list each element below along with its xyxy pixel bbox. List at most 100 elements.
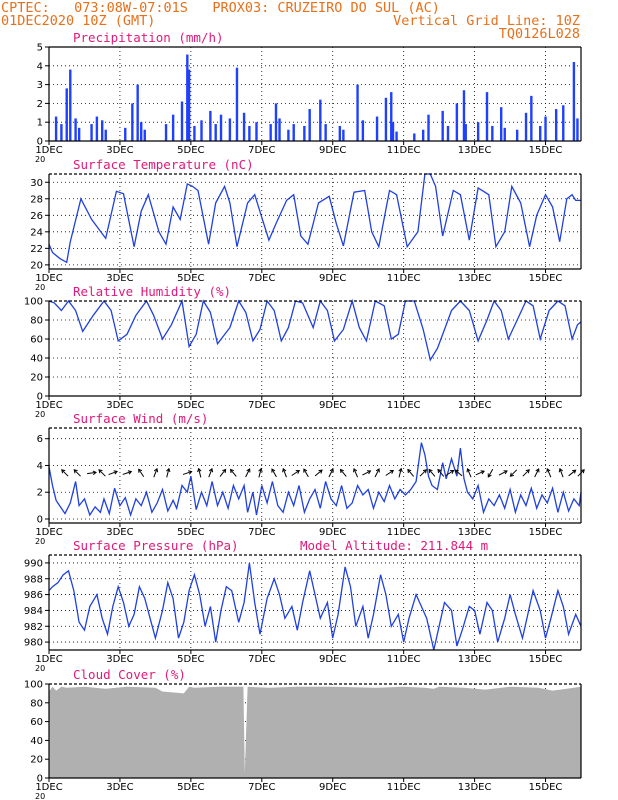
wind-arrow: [258, 467, 263, 478]
precip-bar: [95, 116, 99, 141]
wind-arrow-shaft: [328, 468, 334, 478]
y-tick-label: 980: [24, 638, 43, 649]
wind-arrow-shaft: [407, 469, 415, 477]
precip-bar: [214, 124, 217, 141]
wind-arrow-head: [389, 469, 395, 474]
wind-arrow: [229, 468, 237, 477]
precip-bar: [455, 103, 459, 141]
precip-bar: [554, 109, 558, 141]
x-tick-label: 7DEC: [248, 145, 275, 156]
precip-bar: [421, 129, 425, 141]
wind-arrow: [546, 467, 552, 478]
wind-arrow: [303, 468, 309, 478]
y-tick-label: 20: [30, 260, 43, 271]
wind-arrow-head: [153, 467, 159, 473]
x-tick-label: 5DEC: [177, 654, 204, 665]
wind-arrow-head: [188, 470, 193, 475]
y-tick-label: 984: [24, 606, 43, 617]
wind-arrow-shaft: [245, 468, 251, 478]
x-tick-label: 11DEC: [387, 782, 421, 793]
wind-arrow: [407, 468, 415, 477]
wind-arrow-shaft: [353, 468, 359, 478]
x-tick-label: 3DEC: [106, 400, 133, 411]
precip-bar: [324, 124, 327, 141]
wind-arrow: [374, 468, 380, 478]
precip-bar: [476, 122, 480, 141]
wind-arrow-head: [271, 468, 276, 473]
wind-arrow-shaft: [87, 471, 97, 475]
wind-arrow-shaft: [271, 468, 277, 478]
wind-arrow-head: [509, 472, 514, 477]
x-tick-label: 7DEC: [248, 400, 275, 411]
precip-bar: [164, 124, 168, 141]
wind-arrow-shaft: [454, 469, 463, 477]
wind-arrow-head: [197, 467, 202, 473]
precip-bar: [186, 54, 189, 141]
wind-arrow-head: [487, 473, 492, 478]
x-tick-label: 5DEC: [177, 273, 204, 284]
header-grid-note: Vertical Grid Line: 10Z: [393, 13, 580, 29]
precip-bar: [187, 69, 191, 141]
wind-arrow: [362, 470, 372, 476]
x-tick-label: 13DEC: [458, 782, 492, 793]
y-tick-label: 80: [30, 698, 43, 709]
x-tick-label: 3DEC: [106, 654, 133, 665]
precip-bar: [171, 114, 175, 141]
y-tick-label: 1: [37, 118, 43, 129]
wind-arrow-head: [98, 469, 103, 474]
wind-arrow: [282, 467, 287, 478]
x-tick-label: 7DEC: [248, 527, 275, 538]
wind-arrow: [291, 469, 301, 476]
y-tick-label: 100: [24, 680, 43, 691]
y-tick-label: 3: [37, 80, 43, 91]
y-tick-label: 26: [30, 211, 43, 222]
wind-arrow-shaft: [437, 469, 445, 477]
x-tick-label: 9DEC: [319, 273, 346, 284]
x-year-fragment: 20: [35, 283, 45, 292]
wind-arrow: [208, 467, 214, 478]
wind-arrow: [339, 468, 347, 477]
wind-arrow-head: [282, 467, 287, 473]
y-tick-label: 28: [30, 194, 43, 205]
x-tick-label: 11DEC: [387, 145, 421, 156]
x-year-fragment: 20: [35, 537, 45, 546]
y-tick-label: 2: [37, 99, 43, 110]
precip-bar: [255, 122, 258, 141]
x-tick-label: 13DEC: [458, 273, 492, 284]
x-tick-label: 1DEC: [35, 782, 62, 793]
wind-arrow-head: [353, 467, 358, 473]
wind-arrow-head: [466, 467, 471, 473]
precip-bar: [361, 120, 365, 141]
x-year-fragment: 20: [35, 792, 45, 800]
wind-arrow: [166, 467, 171, 478]
cloud-cover-area: [49, 686, 581, 778]
x-tick-label: 13DEC: [458, 400, 492, 411]
panel-title: Precipitation (mm/h): [73, 30, 224, 45]
panel-title: Cloud Cover (%): [73, 667, 186, 682]
x-year-fragment: 20: [35, 155, 45, 164]
x-tick-label: 5DEC: [177, 400, 204, 411]
wind-arrow-shaft: [282, 468, 287, 478]
panel-press: 980 982 984 986 988 990 1DEC 3DEC 5DEC 7DEC 9DEC 11…: [24, 538, 582, 673]
precip-bar: [572, 62, 576, 141]
panel-title: Relative Humidity (%): [73, 284, 231, 299]
x-tick-label: 9DEC: [319, 782, 346, 793]
wind-arrow-shaft: [487, 468, 494, 478]
precip-bar: [539, 125, 542, 141]
wind-arrow-shaft: [122, 471, 132, 475]
y-tick-label: 80: [30, 316, 43, 327]
precip-bar: [319, 99, 322, 141]
wind-arrow: [568, 469, 577, 477]
wind-arrow-head: [303, 468, 308, 473]
precip-bar: [515, 129, 519, 141]
x-tick-label: 13DEC: [458, 527, 492, 538]
precip-bar: [219, 114, 223, 141]
wind-arrow-head: [422, 469, 428, 474]
x-tick-label: 1DEC: [35, 527, 62, 538]
wind-arrow-shaft: [534, 468, 540, 478]
precip-bar: [500, 107, 503, 141]
precip-bar: [292, 124, 295, 141]
y-tick-label: 30: [30, 178, 43, 189]
panel-wind: 0 2 4 6 1DEC 3DEC 5DEC 7DEC 9DEC 11DEC 13DEC 15DEC 2…: [35, 411, 585, 546]
